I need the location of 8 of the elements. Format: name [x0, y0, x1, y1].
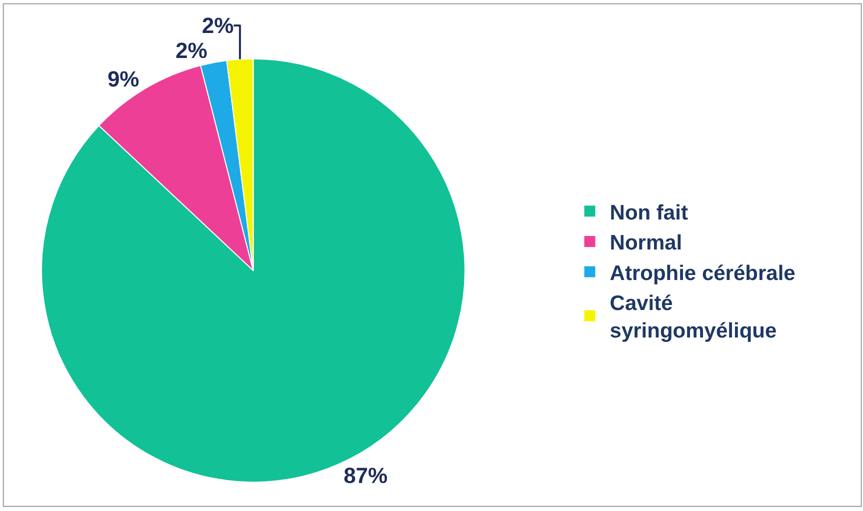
data-label: 2% [202, 13, 234, 38]
legend-label: Normal [610, 232, 682, 255]
data-label: 87% [344, 462, 388, 488]
data-label: 9% [107, 66, 140, 92]
data-label: 2% [176, 38, 208, 64]
legend-label: Cavité syringomyélique [610, 292, 777, 343]
legend-label: Non fait [610, 201, 688, 224]
legend-label: Atrophie cérébrale [610, 262, 796, 285]
